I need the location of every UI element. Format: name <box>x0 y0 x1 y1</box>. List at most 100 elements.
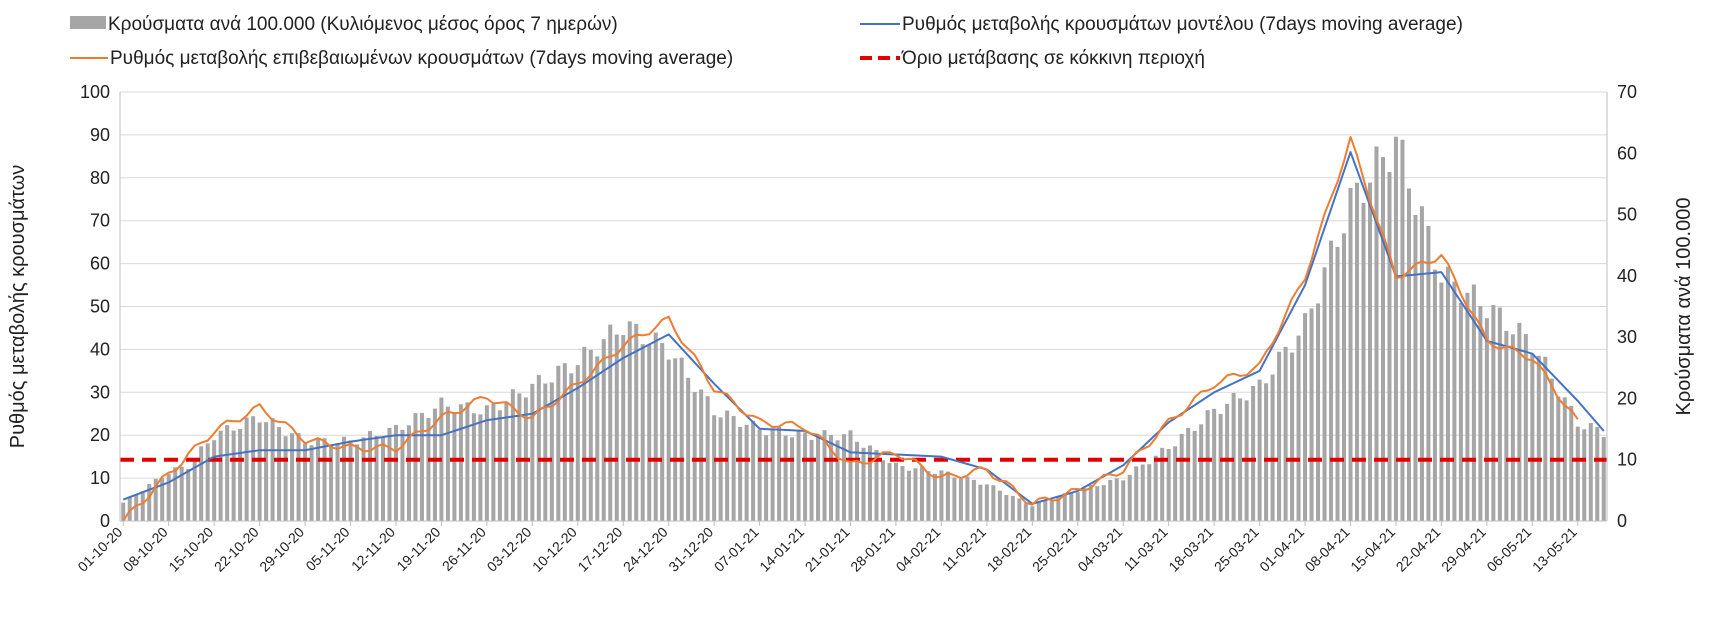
bar <box>796 430 801 521</box>
y-right-axis-title: Κρούσματα ανά 100.000 <box>1673 198 1695 416</box>
bar <box>205 443 210 521</box>
bar <box>634 323 639 521</box>
bar <box>965 476 970 521</box>
bar <box>361 437 366 521</box>
bar <box>1173 446 1178 521</box>
x-tick-label: 13-05-21 <box>1529 524 1580 575</box>
x-tick-label: 04-02-21 <box>893 524 944 575</box>
bar <box>1147 464 1152 521</box>
legend-label-threshold: Όριο μετάβασης σε κόκκινη περιοχή <box>901 48 1205 69</box>
bar <box>1530 353 1535 521</box>
bar <box>316 438 321 521</box>
y-right-tick-label: 10 <box>1617 450 1637 470</box>
bar <box>1380 157 1385 521</box>
bar <box>497 410 502 521</box>
bar <box>971 479 976 521</box>
x-tick-label: 28-01-21 <box>847 524 898 575</box>
bar <box>173 467 178 521</box>
bar <box>1348 187 1353 522</box>
bar <box>452 412 457 521</box>
x-tick-label: 26-11-20 <box>439 524 489 574</box>
bar <box>290 433 295 521</box>
bar <box>543 383 548 521</box>
bar <box>803 432 808 521</box>
bar <box>134 494 139 521</box>
bar <box>939 470 944 521</box>
bars-series <box>121 136 1606 522</box>
bar <box>757 429 762 521</box>
bar <box>1335 246 1340 521</box>
y-left-axis-title: Ρυθμός μεταβολής κρουσμάτων <box>7 165 29 449</box>
bar <box>595 356 600 521</box>
bar <box>1056 497 1061 521</box>
bar <box>725 410 730 521</box>
bar <box>374 435 379 521</box>
bar <box>842 434 847 521</box>
bar <box>1393 136 1398 521</box>
bar <box>348 440 353 521</box>
bar <box>1004 495 1009 521</box>
bar <box>764 435 769 521</box>
y-left-tick-label: 80 <box>90 168 110 188</box>
legend: Κρούσματα ανά 100.000 (Κυλιόμενος μέσος … <box>70 14 1463 69</box>
bar <box>751 420 756 521</box>
x-tick-label: 18-03-21 <box>1165 524 1216 575</box>
bar <box>1218 413 1223 521</box>
y-left-tick-label: 60 <box>90 254 110 274</box>
bar <box>1290 352 1295 521</box>
x-tick-label: 17-12-20 <box>574 524 625 575</box>
bar <box>984 484 989 521</box>
bar <box>614 334 619 521</box>
bar <box>400 429 405 521</box>
y-left-tick-label: 90 <box>90 125 110 145</box>
bar <box>244 417 249 521</box>
bar <box>1049 500 1054 521</box>
bar <box>705 396 710 521</box>
bar <box>601 339 606 521</box>
bar <box>679 357 684 521</box>
bar <box>640 344 645 521</box>
bar <box>1192 430 1197 521</box>
x-tick-label: 04-03-21 <box>1074 524 1125 575</box>
bar <box>608 324 613 521</box>
bar <box>627 321 632 521</box>
bar <box>718 417 723 521</box>
bar <box>1199 424 1204 521</box>
bar <box>445 406 450 521</box>
bar <box>1121 480 1126 521</box>
x-tick-label: 22-10-20 <box>211 524 262 575</box>
y-left-tick-label: 40 <box>90 339 110 359</box>
bar <box>958 478 963 521</box>
bar <box>1491 305 1496 521</box>
bar <box>471 413 476 521</box>
bar <box>1264 383 1269 521</box>
bar <box>1153 455 1158 521</box>
bar <box>816 436 821 521</box>
bar <box>1601 437 1606 521</box>
bar <box>731 416 736 521</box>
bar <box>1023 503 1028 521</box>
bar <box>1569 405 1574 521</box>
x-tick-label: 08-04-21 <box>1302 524 1353 575</box>
x-tick-label: 19-11-20 <box>393 524 443 574</box>
bar <box>919 466 924 521</box>
bar <box>1251 385 1256 521</box>
bar <box>549 382 554 521</box>
y-right-tick-label: 60 <box>1617 143 1637 163</box>
bar <box>1426 225 1431 521</box>
x-tick-label: 11-02-21 <box>939 524 989 574</box>
bar <box>1283 346 1288 521</box>
bar <box>997 490 1002 521</box>
bar <box>127 496 132 521</box>
x-tick-label: 11-03-21 <box>1121 524 1171 574</box>
x-tick-label: 08-10-20 <box>120 524 171 575</box>
bar <box>419 412 424 521</box>
bar <box>1439 282 1444 521</box>
bar <box>1316 303 1321 521</box>
bar <box>556 365 561 521</box>
bar <box>303 443 308 521</box>
bar <box>322 438 327 521</box>
bar <box>335 443 340 521</box>
